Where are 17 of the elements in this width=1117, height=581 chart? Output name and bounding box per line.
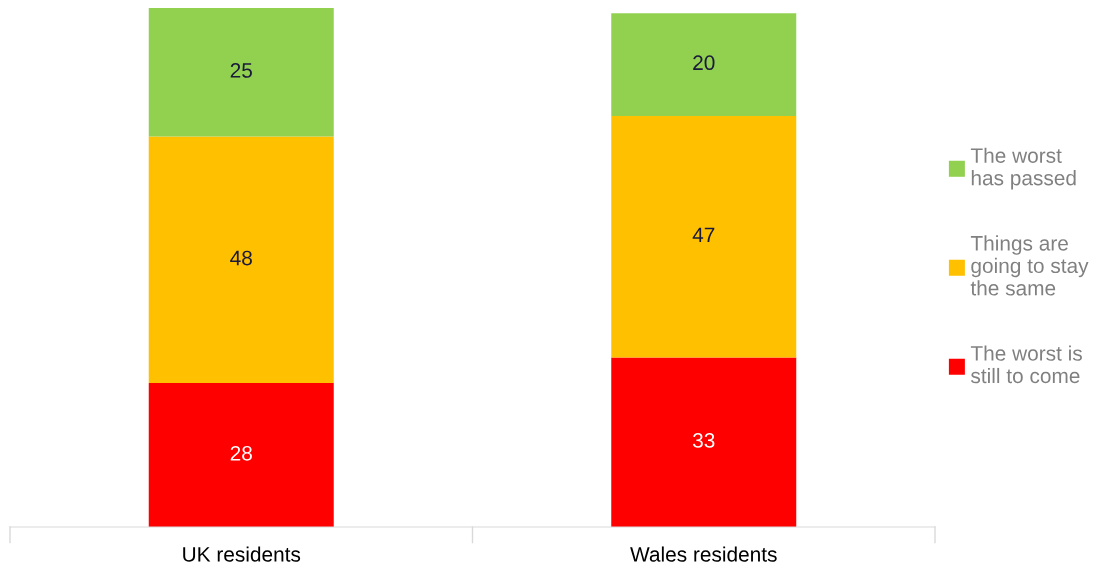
bar: [611, 13, 797, 116]
x-tick-label: UK residents: [183, 546, 301, 562]
data-label: 47: [692, 227, 715, 243]
data-label: 48: [230, 250, 252, 266]
legend-label: Things are going to stay the same: [970, 235, 1089, 296]
bar: [148, 8, 334, 137]
data-label: 33: [692, 433, 715, 448]
data-label: 20: [693, 55, 715, 71]
bar: [148, 383, 334, 527]
data-label: 28: [230, 445, 252, 461]
legend-label: The worst is still to come: [970, 345, 1082, 384]
data-label: 25: [230, 63, 252, 78]
bar: [611, 357, 797, 527]
bar: [611, 115, 797, 358]
x-tick-label: Wales residents: [630, 546, 777, 562]
bar: [148, 136, 334, 384]
legend-label: The worst has passed: [970, 147, 1076, 190]
